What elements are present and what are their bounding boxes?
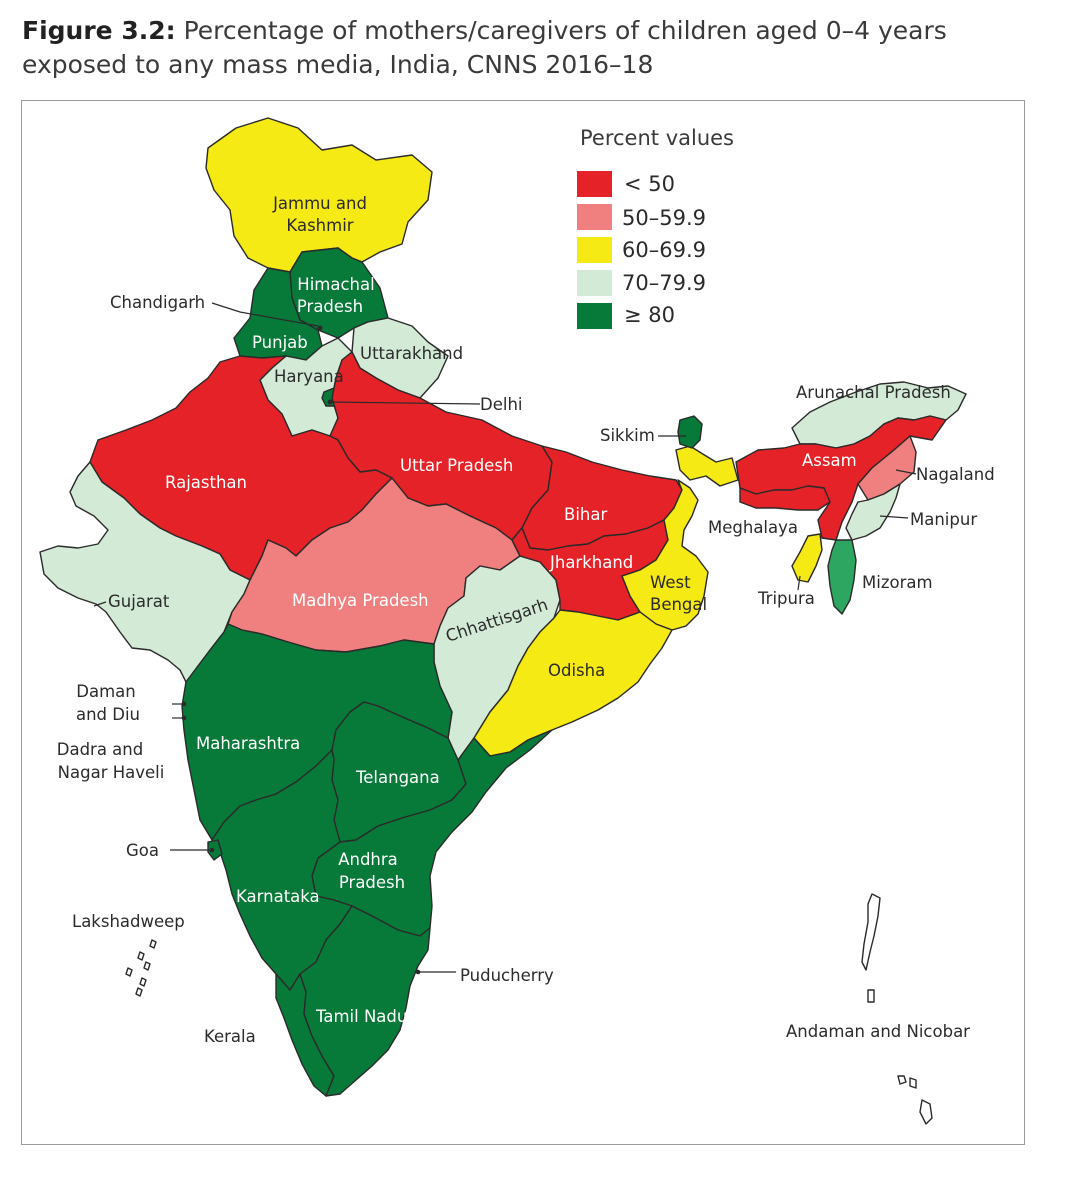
label-karnataka: Karnataka <box>236 887 320 906</box>
label-andaman-and-nicobar: Andaman and Nicobar <box>786 1022 970 1041</box>
label-chandigarh: Chandigarh <box>110 293 205 312</box>
legend-swatch-50-59 <box>577 204 612 230</box>
leader-manipur <box>879 515 909 519</box>
label-ap-1: Andhra <box>338 850 398 869</box>
region-andaman-islet <box>867 989 875 1003</box>
label-meghalaya: Meghalaya <box>708 518 798 537</box>
region-sikkim <box>677 415 703 449</box>
label-daman-2: and Diu <box>76 705 140 724</box>
region-manipur <box>845 483 901 541</box>
label-madhya-pradesh: Madhya Pradesh <box>292 591 429 610</box>
label-rajasthan: Rajasthan <box>165 473 247 492</box>
label-lakshadweep: Lakshadweep <box>72 912 185 931</box>
legend-swatch-ge80 <box>577 303 612 329</box>
region-karnataka <box>211 749 353 991</box>
region-gujarat <box>39 461 251 683</box>
region-lakshadweep-islands <box>125 939 157 997</box>
leader-tripura <box>797 575 801 591</box>
region-tamil-nadu <box>299 905 431 1097</box>
label-uttarakhand: Uttarakhand <box>360 344 463 363</box>
marker-puducherry <box>415 969 421 975</box>
label-tripura: Tripura <box>757 589 815 608</box>
marker-daman <box>181 701 187 707</box>
label-jharkhand: Jharkhand <box>549 553 633 572</box>
label-hp-2: Pradesh <box>297 297 363 316</box>
region-mizoram <box>827 539 857 615</box>
leader-gujarat <box>93 601 107 607</box>
state-labels: Jammu and Kashmir Himachal Pradesh Punja… <box>57 194 995 1046</box>
label-nagaland: Nagaland <box>916 465 995 484</box>
label-puducherry: Puducherry <box>460 966 554 985</box>
label-daman-1: Daman <box>76 682 135 701</box>
label-mizoram: Mizoram <box>862 573 933 592</box>
region-meghalaya <box>739 485 831 511</box>
marker-dadra <box>181 715 187 721</box>
legend-swatch-70-79 <box>577 270 612 296</box>
label-tamil-nadu: Tamil Nadu <box>315 1007 407 1026</box>
legend-swatch-60-69 <box>577 237 612 263</box>
label-gujarat: Gujarat <box>108 592 170 611</box>
state-shapes <box>39 117 967 1125</box>
label-uttar-pradesh: Uttar Pradesh <box>400 456 513 475</box>
label-dadra-1: Dadra and <box>57 740 143 759</box>
figure-title: Figure 3.2: Percentage of mothers/caregi… <box>22 14 1052 82</box>
label-arunachal-pradesh: Arunachal Pradesh <box>796 383 951 402</box>
label-maharashtra: Maharashtra <box>196 734 300 753</box>
label-bihar: Bihar <box>564 505 607 524</box>
label-sikkim: Sikkim <box>600 426 655 445</box>
label-telangana: Telangana <box>355 768 440 787</box>
marker-goa <box>209 847 215 853</box>
label-goa: Goa <box>126 841 159 860</box>
label-jk-1: Jammu and <box>272 194 367 213</box>
legend-swatch-lt50 <box>577 171 612 197</box>
legend-label-ge80: ≥ 80 <box>624 303 675 327</box>
marker-chandigarh <box>317 325 323 331</box>
label-odisha: Odisha <box>548 661 605 680</box>
leader-chandigarh <box>211 302 319 327</box>
leader-lines <box>93 302 917 975</box>
legend: Percent values < 50 50–59.9 60–69.9 70–7… <box>577 126 734 329</box>
marker-delhi <box>327 399 333 405</box>
region-tripura <box>791 533 823 583</box>
legend-label-70-79: 70–79.9 <box>622 271 706 295</box>
legend-label-lt50: < 50 <box>624 172 675 196</box>
leader-delhi <box>329 401 481 405</box>
label-ap-2: Pradesh <box>339 873 405 892</box>
region-jammu-and-kashmir <box>205 117 433 273</box>
label-haryana: Haryana <box>274 367 344 386</box>
legend-label-50-59: 50–59.9 <box>622 206 706 230</box>
legend-title: Percent values <box>580 126 734 150</box>
region-nicobar-islands <box>897 1075 933 1125</box>
figure-caption: Percentage of mothers/caregivers of chil… <box>22 16 947 79</box>
label-manipur: Manipur <box>910 510 977 529</box>
region-odisha <box>473 609 673 757</box>
label-punjab: Punjab <box>252 333 308 352</box>
label-dadra-2: Nagar Haveli <box>58 763 165 782</box>
figure-label: Figure 3.2: <box>22 16 176 45</box>
label-assam: Assam <box>802 451 857 470</box>
label-wb-1: West <box>650 573 691 592</box>
region-andaman-islands <box>861 893 881 971</box>
label-kerala: Kerala <box>204 1027 256 1046</box>
label-jk-2: Kashmir <box>286 216 353 235</box>
leader-nagaland <box>895 469 917 475</box>
label-hp-1: Himachal <box>297 275 374 294</box>
label-wb-2: Bengal <box>650 595 707 614</box>
label-delhi: Delhi <box>480 395 522 414</box>
legend-label-60-69: 60–69.9 <box>622 238 706 262</box>
